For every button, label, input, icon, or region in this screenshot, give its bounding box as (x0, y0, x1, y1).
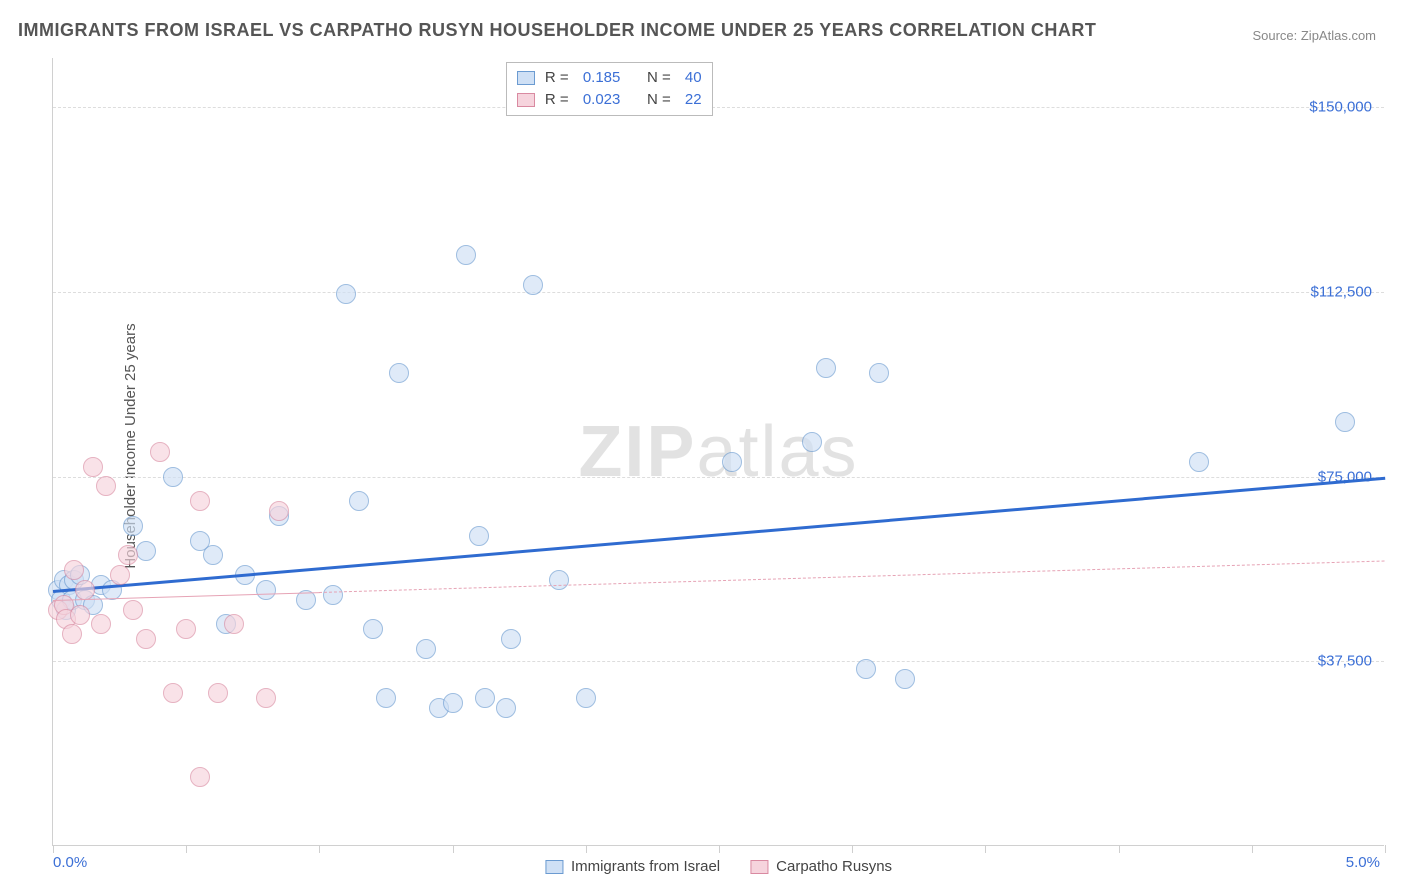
data-point-israel (376, 688, 396, 708)
data-point-israel (722, 452, 742, 472)
data-point-israel (475, 688, 495, 708)
data-point-israel (456, 245, 476, 265)
data-point-israel (123, 516, 143, 536)
x-tick (453, 845, 454, 853)
data-point-israel (549, 570, 569, 590)
data-point-carpatho (269, 501, 289, 521)
legend-n-label: N = (643, 89, 675, 111)
legend-label: Immigrants from Israel (571, 858, 720, 875)
data-point-israel (1189, 452, 1209, 472)
y-tick-label: $37,500 (1318, 653, 1372, 670)
data-point-israel (363, 619, 383, 639)
data-point-israel (443, 693, 463, 713)
x-tick (1385, 845, 1386, 853)
x-tick (186, 845, 187, 853)
watermark-bold: ZIP (578, 412, 696, 492)
gridline (53, 292, 1384, 293)
x-tick (852, 845, 853, 853)
data-point-israel (349, 491, 369, 511)
x-tick (1119, 845, 1120, 853)
legend-n-value: 22 (685, 89, 702, 111)
source-label: Source: ZipAtlas.com (1252, 28, 1376, 43)
data-point-israel (501, 629, 521, 649)
data-point-israel (336, 284, 356, 304)
data-point-carpatho (190, 491, 210, 511)
data-point-israel (256, 580, 276, 600)
legend-swatch (750, 860, 768, 874)
data-point-carpatho (123, 600, 143, 620)
data-point-israel (136, 541, 156, 561)
data-point-israel (802, 432, 822, 452)
x-tick-label: 5.0% (1346, 854, 1380, 871)
legend-item: Immigrants from Israel (545, 858, 720, 875)
data-point-israel (323, 585, 343, 605)
data-point-israel (163, 467, 183, 487)
data-point-carpatho (176, 619, 196, 639)
data-point-carpatho (83, 457, 103, 477)
data-point-israel (816, 358, 836, 378)
data-point-israel (1335, 412, 1355, 432)
x-tick (586, 845, 587, 853)
data-point-israel (469, 526, 489, 546)
trend-line (53, 477, 1385, 593)
data-point-carpatho (190, 767, 210, 787)
gridline (53, 661, 1384, 662)
data-point-israel (496, 698, 516, 718)
trend-line (319, 560, 1385, 593)
chart-title: IMMIGRANTS FROM ISRAEL VS CARPATHO RUSYN… (18, 20, 1096, 41)
y-tick-label: $112,500 (1311, 283, 1372, 300)
legend-item: Carpatho Rusyns (750, 858, 892, 875)
data-point-israel (576, 688, 596, 708)
y-tick-label: $150,000 (1309, 99, 1372, 116)
legend-swatch (545, 860, 563, 874)
legend-row: R = 0.023 N = 22 (517, 89, 702, 111)
gridline (53, 477, 1384, 478)
x-tick (1252, 845, 1253, 853)
data-point-carpatho (208, 683, 228, 703)
data-point-carpatho (96, 476, 116, 496)
legend-n-label: N = (643, 67, 675, 89)
gridline (53, 107, 1384, 108)
legend-swatch (517, 93, 535, 107)
data-point-israel (856, 659, 876, 679)
legend-r-label: R = (545, 67, 573, 89)
data-point-carpatho (163, 683, 183, 703)
data-point-carpatho (91, 614, 111, 634)
legend-row: R = 0.185 N = 40 (517, 67, 702, 89)
watermark: ZIPatlas (578, 411, 858, 493)
data-point-carpatho (110, 565, 130, 585)
legend-swatch (517, 71, 535, 85)
legend-label: Carpatho Rusyns (776, 858, 892, 875)
data-point-carpatho (64, 560, 84, 580)
scatter-plot: ZIPatlas $37,500$75,000$112,500$150,0000… (52, 58, 1384, 846)
data-point-carpatho (118, 545, 138, 565)
data-point-israel (389, 363, 409, 383)
data-point-carpatho (150, 442, 170, 462)
x-tick (719, 845, 720, 853)
watermark-light: atlas (696, 412, 858, 492)
data-point-carpatho (62, 624, 82, 644)
data-point-israel (523, 275, 543, 295)
correlation-legend: R = 0.185 N = 40R = 0.023 N = 22 (506, 62, 713, 116)
data-point-carpatho (256, 688, 276, 708)
legend-r-value: 0.185 (583, 67, 633, 89)
x-tick-label: 0.0% (53, 854, 87, 871)
x-tick (53, 845, 54, 853)
series-legend: Immigrants from Israel Carpatho Rusyns (545, 858, 892, 875)
data-point-carpatho (136, 629, 156, 649)
data-point-israel (895, 669, 915, 689)
data-point-carpatho (224, 614, 244, 634)
x-tick (985, 845, 986, 853)
legend-r-value: 0.023 (583, 89, 633, 111)
data-point-carpatho (70, 605, 90, 625)
legend-r-label: R = (545, 89, 573, 111)
data-point-israel (203, 545, 223, 565)
legend-n-value: 40 (685, 67, 702, 89)
data-point-carpatho (75, 580, 95, 600)
data-point-israel (416, 639, 436, 659)
data-point-israel (869, 363, 889, 383)
x-tick (319, 845, 320, 853)
